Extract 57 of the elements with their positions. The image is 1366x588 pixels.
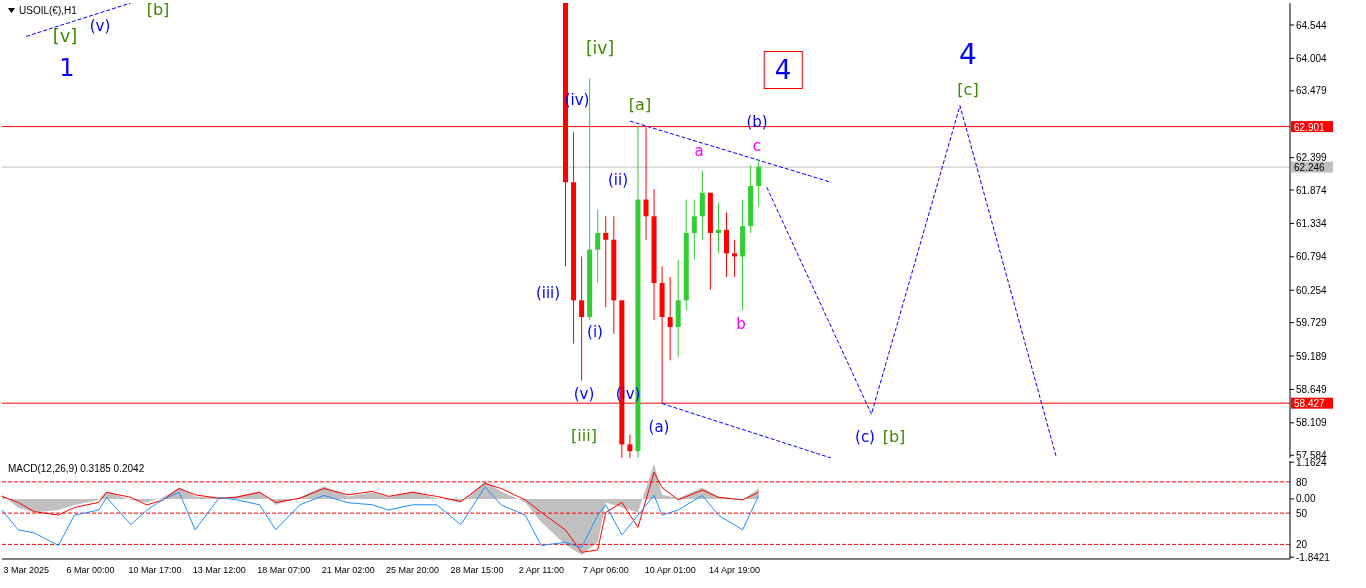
y-tick-label: 60.794 [1296, 251, 1328, 263]
x-tick-label: 2 Apr 11:00 [518, 565, 565, 576]
annotation: [c] [957, 80, 979, 99]
chart-title: USOIL(€),H1 [19, 5, 77, 16]
y-tick-label: 0.00 [1296, 493, 1316, 505]
annotation: [a] [628, 95, 652, 114]
y-tick-label: 64.544 [1296, 19, 1328, 31]
y-tick-label: 58.109 [1296, 417, 1328, 429]
annotation: (b) [746, 112, 768, 131]
annotation: (v) [89, 16, 111, 35]
x-tick-label: 10 Mar 17:00 [128, 565, 182, 576]
annotation: a [694, 141, 704, 160]
x-tick-label: 28 Mar 15:00 [450, 565, 504, 576]
y-tick-label: -1.8421 [1296, 551, 1331, 563]
y-tick-label: 64.004 [1296, 52, 1328, 64]
y2-tick-label: 20 [1296, 539, 1308, 551]
annotation: 4 [774, 55, 792, 85]
x-tick-label: 6 Mar 00:00 [66, 565, 115, 576]
x-tick-label: 13 Mar 12:00 [192, 565, 246, 576]
annotation: (v) [573, 384, 595, 403]
x-tick-label: 14 Apr 19:00 [709, 565, 761, 576]
y-tick-label: 59.729 [1296, 317, 1328, 329]
y2-tick-label: 50 [1296, 508, 1308, 520]
annotation: (a) [648, 417, 670, 436]
annotation: [b] [882, 427, 906, 446]
ref-line-label: 62.901 [1294, 121, 1326, 133]
annotation: c [752, 136, 762, 155]
annotation: (ii) [607, 170, 629, 189]
annotation: 4 [959, 38, 977, 71]
annotation: [b] [146, 0, 170, 19]
ref-line-label: 58.427 [1294, 398, 1326, 410]
x-tick-label: 21 Mar 02:00 [321, 565, 375, 576]
y2-tick-label: 80 [1296, 476, 1308, 488]
y-tick-label: 63.479 [1296, 85, 1328, 97]
y-tick-label: 59.189 [1296, 350, 1328, 362]
x-tick-label: 25 Mar 20:00 [386, 565, 440, 576]
x-tick-label: 18 Mar 07:00 [257, 565, 311, 576]
ref-line-label: 62.246 [1294, 162, 1326, 174]
x-tick-label: 10 Apr 01:00 [644, 565, 696, 576]
y-tick-label: 62.399 [1296, 152, 1328, 164]
y-tick-label: 61.334 [1296, 218, 1328, 229]
line-series [766, 105, 1058, 458]
annotation: b [736, 314, 746, 333]
y-tick-label: 58.649 [1296, 383, 1328, 395]
annotation: (c) [855, 427, 875, 446]
annotation: [v] [52, 25, 78, 46]
y-tick-label: 61.874 [1296, 184, 1328, 196]
chart-title: MACD(12,26,9) 0.3185 0.2042 [8, 463, 145, 474]
line-series [1, 486, 760, 549]
x-tick-label: 3 Mar 2025 [3, 565, 49, 576]
annotation: (iii) [535, 283, 561, 302]
annotation: (i) [587, 322, 603, 341]
annotation: [iii] [571, 426, 597, 445]
annotation: 1 [59, 54, 75, 82]
y-tick-label: 60.254 [1296, 284, 1328, 296]
x-tick-label: 7 Apr 06:00 [582, 565, 629, 576]
annotation: [iv] [585, 37, 615, 58]
